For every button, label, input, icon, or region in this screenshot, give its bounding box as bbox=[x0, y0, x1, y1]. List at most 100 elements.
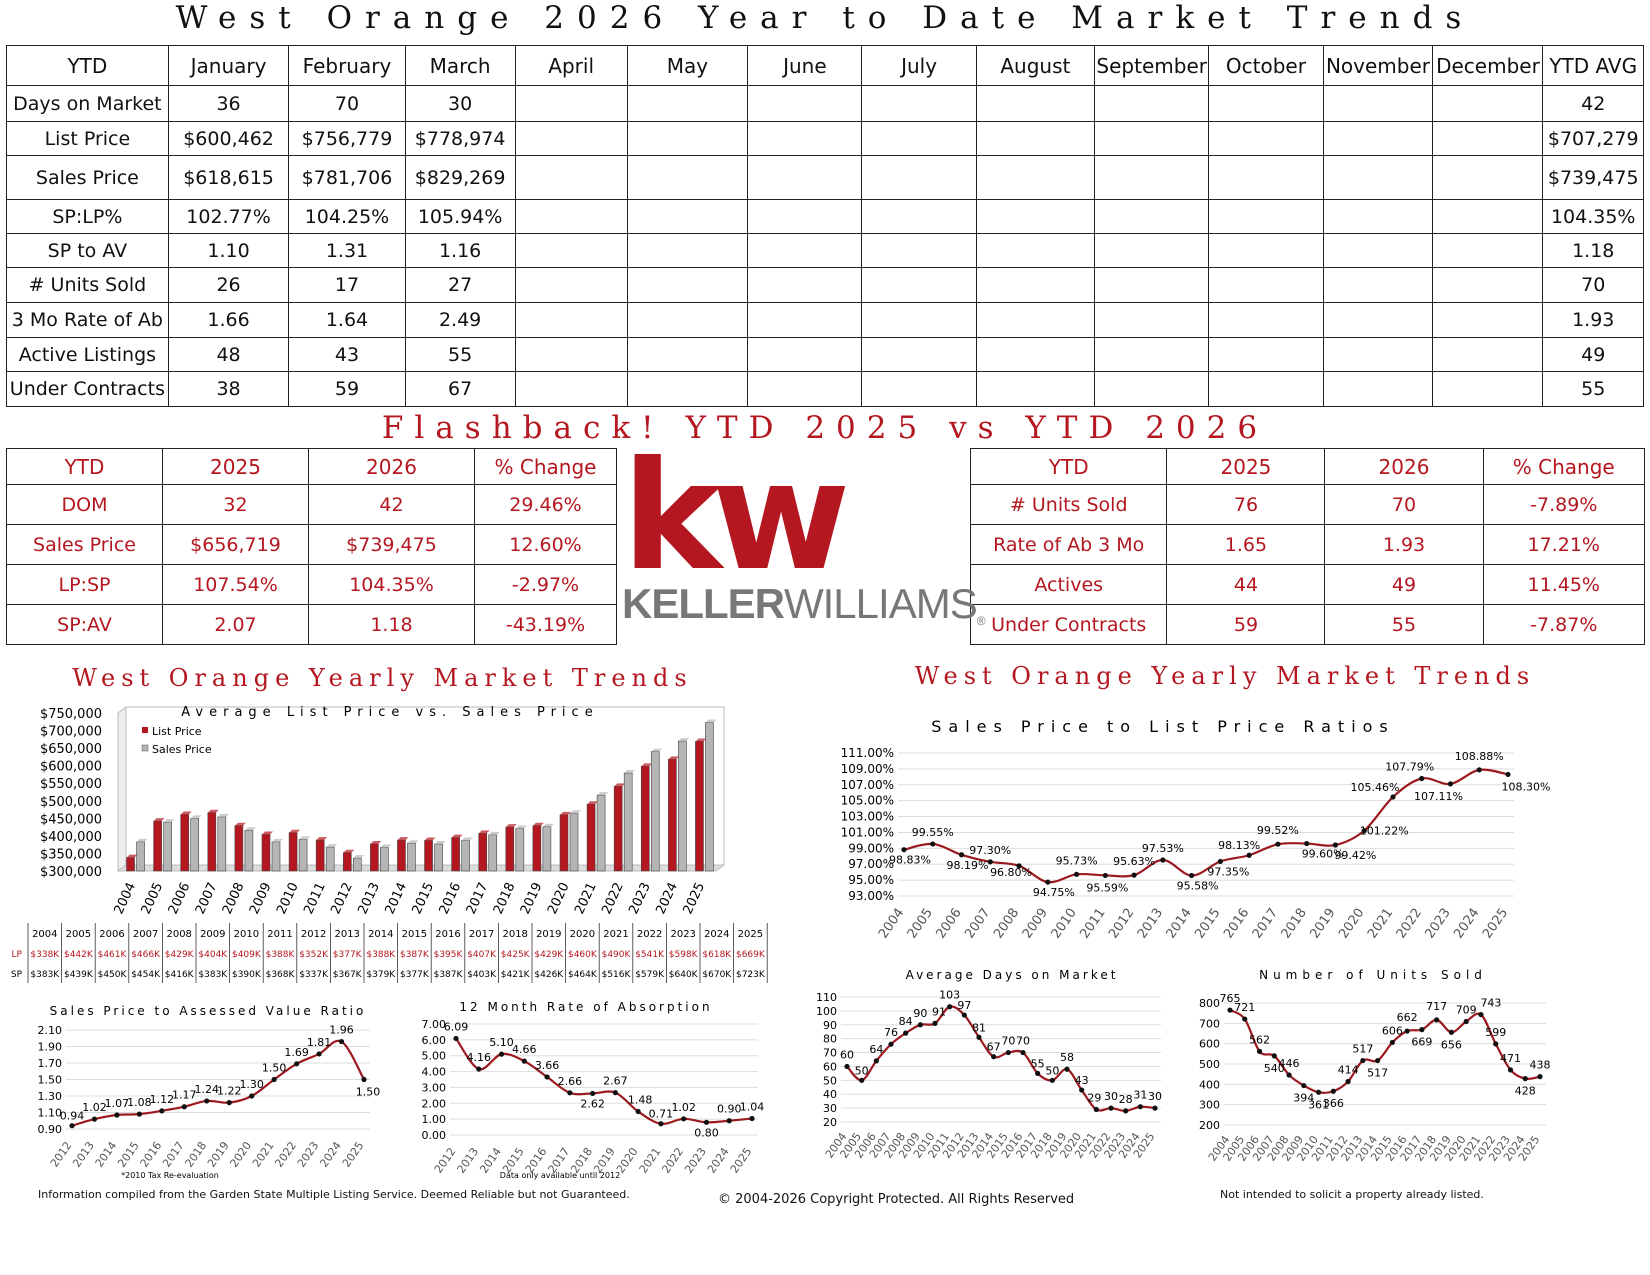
list-price-bar-top bbox=[478, 830, 490, 834]
table-lp-value: $490K bbox=[602, 950, 632, 960]
data-label: 67 bbox=[987, 1041, 1001, 1054]
data-label: 108.88% bbox=[1455, 750, 1504, 763]
x-tick-label: 2011 bbox=[301, 880, 329, 916]
data-point bbox=[361, 1076, 367, 1083]
data-label: 765 bbox=[1220, 992, 1241, 1005]
ytd-cell bbox=[1322, 267, 1434, 303]
y-tick-label: 110 bbox=[816, 991, 837, 1004]
y-tick-label: $650,000 bbox=[40, 742, 102, 757]
ytd-cell bbox=[1094, 337, 1210, 372]
sales-price-bar-top bbox=[244, 827, 256, 831]
data-point bbox=[635, 1108, 641, 1115]
y-tick-label: $400,000 bbox=[40, 830, 102, 845]
footer-right: Not intended to solicit a property alrea… bbox=[1220, 1188, 1484, 1201]
sales-price-bar-top bbox=[651, 748, 663, 752]
data-label: 5.10 bbox=[489, 1036, 514, 1049]
sales-price-bar-top bbox=[597, 792, 609, 796]
list-price-bar bbox=[695, 741, 704, 872]
x-tick-label: 2023 bbox=[626, 880, 654, 916]
table-lp-value: $395K bbox=[434, 950, 464, 960]
sales-price-bar-top bbox=[542, 823, 554, 827]
x-tick-label: 2023 bbox=[295, 1139, 322, 1169]
ytd-cell bbox=[1094, 267, 1210, 303]
x-tick-label: 2012 bbox=[1106, 906, 1137, 942]
y-tick-label: 60 bbox=[823, 1060, 837, 1073]
ytd-cell: Under Contracts bbox=[6, 371, 169, 407]
data-label: 1.96 bbox=[329, 1024, 354, 1037]
ytd-header-cell: YTD bbox=[6, 45, 169, 86]
table-lp-value: $388K bbox=[366, 950, 396, 960]
ytd-cell: 1.64 bbox=[288, 302, 406, 338]
data-point bbox=[703, 1119, 710, 1125]
table-sp-value: $439K bbox=[64, 970, 94, 980]
data-point bbox=[1217, 858, 1223, 865]
list-price-bar bbox=[126, 857, 135, 872]
x-tick-label: 2025 bbox=[728, 1145, 755, 1175]
sales-price-bar bbox=[596, 794, 606, 872]
data-point bbox=[991, 1054, 997, 1060]
x-tick-label: 2010 bbox=[274, 880, 302, 916]
data-label: 97.35% bbox=[1207, 865, 1249, 878]
flash-left-header-cell: YTD bbox=[6, 448, 163, 485]
ytd-header-cell: November bbox=[1322, 45, 1434, 86]
chart-title: Average Days on Market bbox=[906, 968, 1119, 982]
data-point bbox=[1093, 1106, 1099, 1113]
y-tick-label: 500 bbox=[1199, 1058, 1220, 1071]
data-label: 1.02 bbox=[82, 1101, 107, 1114]
x-tick-label: 2021 bbox=[1365, 906, 1396, 942]
ytd-cell bbox=[975, 199, 1096, 234]
ytd-cell bbox=[1094, 121, 1210, 156]
ytd-cell bbox=[1432, 155, 1544, 200]
x-tick-label: 2009 bbox=[247, 880, 275, 916]
y-tick-label: $700,000 bbox=[40, 725, 102, 740]
ytd-cell bbox=[514, 371, 628, 407]
data-point bbox=[1256, 1048, 1263, 1054]
y-tick-label: 4.00 bbox=[422, 1066, 447, 1079]
ytd-cell bbox=[626, 233, 749, 268]
data-label: 97.53% bbox=[1142, 842, 1184, 855]
chart-title: 12 Month Rate of Absorption bbox=[459, 1000, 712, 1014]
data-point bbox=[1332, 842, 1339, 848]
data-point bbox=[271, 1076, 277, 1083]
ytd-cell bbox=[861, 121, 977, 156]
data-label: 60 bbox=[840, 1048, 854, 1061]
flash-left-row: DOM 32 42 29.46% bbox=[6, 484, 617, 525]
data-label: 1.50 bbox=[356, 1086, 381, 1099]
data-label: 1.69 bbox=[284, 1046, 309, 1059]
table-lp-value: $387K bbox=[400, 950, 430, 960]
table-sp-value: $450K bbox=[98, 970, 128, 980]
x-tick-label: 2015 bbox=[1192, 906, 1223, 942]
ytd-table: YTD January February March April May June July A… bbox=[6, 45, 1644, 407]
table-year: 2007 bbox=[133, 929, 158, 940]
ytd-cell bbox=[514, 199, 628, 234]
sales-price-bar bbox=[380, 847, 389, 872]
data-label: 0.90 bbox=[717, 1103, 742, 1116]
ytd-cell: $778,974 bbox=[404, 121, 516, 156]
data-point bbox=[1045, 879, 1051, 885]
data-point bbox=[932, 1020, 938, 1026]
ytd-header-cell: October bbox=[1208, 45, 1324, 86]
sales-price-bar bbox=[298, 839, 308, 872]
list-price-bar bbox=[613, 786, 623, 872]
ytd-row: SP:LP% 102.77% 104.25% 105.94% 104.35% bbox=[6, 199, 1644, 234]
table-year: 2019 bbox=[536, 929, 561, 940]
list-price-bar-top bbox=[153, 818, 165, 822]
ytd-cell bbox=[1432, 371, 1544, 407]
x-tick-label: 2016 bbox=[1221, 906, 1252, 942]
list-price-bar bbox=[315, 839, 325, 872]
flash-right-cell: 59 bbox=[1166, 604, 1326, 645]
table-year: 2015 bbox=[402, 929, 427, 940]
ytd-row: Active Listings 48 43 55 49 bbox=[6, 337, 1644, 372]
ytd-cell bbox=[1432, 199, 1544, 234]
ytd-cell: 55 bbox=[404, 337, 516, 372]
list-price-bar bbox=[478, 833, 488, 872]
ytd-cell bbox=[747, 233, 863, 268]
flash-left-cell: 104.35% bbox=[308, 564, 475, 605]
flashback-left-table: YTD 2025 2026% Change DOM 32 42 29.46% Sales Pr… bbox=[6, 448, 617, 645]
footer-left: Information compiled from the Garden Sta… bbox=[38, 1188, 630, 1201]
sales-price-bar bbox=[217, 816, 227, 872]
data-point bbox=[903, 1030, 909, 1036]
data-label: 394 bbox=[1293, 1092, 1314, 1105]
ytd-cell: 104.35% bbox=[1542, 199, 1644, 234]
data-point bbox=[1227, 1007, 1233, 1013]
